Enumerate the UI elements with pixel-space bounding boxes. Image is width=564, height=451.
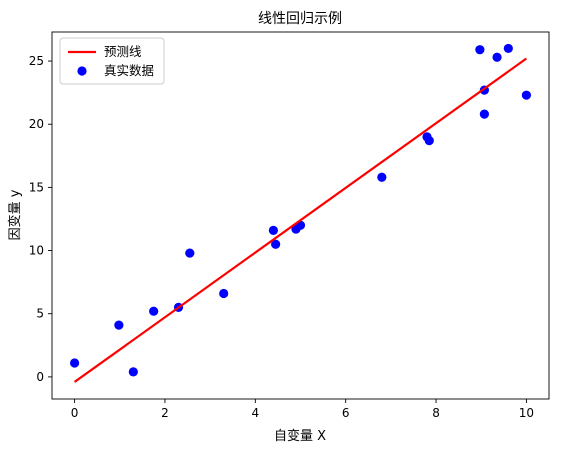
data-point [268,225,278,235]
data-point [479,109,489,119]
data-point [475,45,485,55]
data-point [424,136,434,146]
data-point [149,306,159,316]
data-point [128,367,138,377]
data-point [114,320,124,330]
x-tick-label: 6 [342,406,350,420]
y-tick-label: 25 [29,54,44,68]
data-point [503,43,513,54]
y-tick-label: 5 [36,307,44,321]
legend-label-prediction: 预测线 [104,44,142,59]
data-point [377,172,387,182]
data-point [185,248,195,258]
chart-title: 线性回归示例 [258,10,342,27]
y-tick-label: 0 [36,370,44,384]
data-point [69,358,80,368]
data-point [271,239,281,249]
y-tick-label: 10 [29,244,44,258]
x-tick-label: 4 [251,406,259,420]
plot-area [69,43,532,383]
data-point [492,52,502,62]
x-axis-label: 自变量 X [274,428,326,444]
data-point [219,288,229,299]
y-tick-label: 20 [29,117,44,131]
data-point [521,90,532,100]
x-tick-label: 10 [519,406,534,420]
x-tick-label: 0 [71,406,79,420]
axes: 0 2 4 6 8 10 0 5 10 15 20 25 [29,31,550,420]
x-tick-label: 8 [432,406,440,420]
y-axis-label: 因变量 y [7,189,23,240]
legend-point-swatch [77,66,87,76]
y-tick-label: 15 [29,180,44,194]
axes-frame [51,31,550,400]
x-tick-label: 2 [161,406,169,420]
prediction-line [73,57,528,383]
legend-label-data: 真实数据 [104,63,154,78]
